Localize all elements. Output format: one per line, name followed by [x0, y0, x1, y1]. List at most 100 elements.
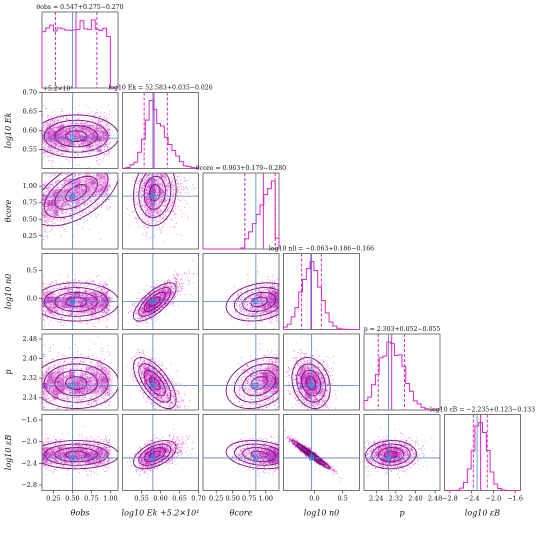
sample-point [99, 190, 101, 192]
density-cell [90, 189, 97, 195]
sample-point [87, 132, 89, 134]
sample-point [69, 190, 71, 192]
sample-point [60, 227, 62, 229]
sample-point [77, 112, 79, 114]
sample-point [42, 105, 45, 107]
sample-point [85, 123, 87, 125]
sample-point [140, 188, 142, 190]
sample-point [63, 202, 65, 204]
sample-point [162, 176, 164, 178]
sample-point [161, 153, 162, 154]
panel-frame [122, 172, 199, 250]
sample-point [107, 161, 108, 162]
sample-point [99, 180, 101, 182]
sample-point [61, 145, 63, 147]
sample-point [55, 170, 56, 171]
sample-point [159, 231, 162, 233]
sample-point [159, 215, 162, 217]
sample-point [159, 161, 160, 162]
sample-point [53, 233, 55, 236]
sample-point [102, 175, 104, 177]
sample-point [97, 112, 99, 114]
sample-point [65, 316, 67, 318]
sample-point [46, 209, 48, 211]
sample-point [96, 129, 98, 131]
sample-point [50, 141, 52, 143]
sample-point [171, 185, 173, 187]
sample-point [142, 233, 144, 235]
sample-point [152, 169, 153, 170]
sample-point [88, 179, 90, 181]
sample-point [102, 193, 104, 195]
sample-point [176, 190, 178, 192]
sample-point [45, 121, 47, 123]
sample-point [87, 171, 88, 172]
sample-point [48, 150, 50, 152]
density-cell [144, 205, 150, 212]
sample-point [66, 159, 68, 161]
sample-point [163, 167, 164, 168]
density-cell [144, 173, 150, 179]
sample-point [81, 184, 83, 186]
sample-point [100, 143, 102, 145]
sample-point [96, 109, 98, 111]
sample-point [93, 126, 95, 129]
sample-point [90, 118, 92, 121]
sample-point [74, 172, 75, 173]
sample-point [103, 167, 104, 168]
sample-point [82, 141, 84, 143]
density-cell [96, 173, 102, 179]
sample-point [77, 173, 79, 175]
sample-point [180, 182, 182, 185]
sample-point [65, 188, 67, 190]
sample-point [47, 133, 49, 135]
sample-point [70, 164, 71, 165]
sample-point [95, 204, 97, 206]
sample-point [66, 174, 68, 176]
sample-point [56, 144, 58, 146]
sample-point [49, 197, 51, 199]
sample-point [86, 130, 88, 132]
sample-point [52, 189, 54, 192]
sample-point [42, 127, 44, 129]
sample-point [83, 134, 85, 136]
sample-point [97, 119, 99, 121]
sample-point [161, 196, 163, 198]
sample-point [61, 316, 63, 318]
sample-point [102, 166, 103, 167]
sample-point [176, 162, 177, 163]
sample-point [61, 191, 63, 193]
sample-point [84, 179, 86, 182]
sample-point [180, 209, 182, 211]
sample-point [44, 181, 46, 184]
sample-point [65, 127, 67, 129]
sample-point [148, 210, 150, 212]
sample-point [76, 179, 78, 181]
sample-point [165, 186, 167, 188]
sample-point [51, 184, 54, 186]
sample-point [88, 152, 90, 154]
contour-2 [143, 175, 166, 210]
sample-point [66, 139, 68, 141]
density-cell [80, 135, 86, 142]
sample-point [143, 202, 145, 204]
sample-point [103, 170, 104, 171]
sample-point [177, 154, 178, 155]
sample-point [130, 194, 132, 196]
sample-point [51, 281, 53, 283]
sample-point [79, 180, 81, 182]
sample-point [61, 108, 63, 110]
sample-point [72, 202, 74, 204]
sample-point [60, 125, 62, 127]
sample-point [102, 130, 104, 132]
sample-point [149, 209, 151, 211]
sample-point [66, 140, 68, 142]
sample-point [181, 212, 183, 215]
sample-point [98, 132, 100, 134]
sample-point [64, 149, 66, 151]
sample-point [165, 179, 167, 181]
sample-point [153, 178, 155, 180]
sample-point [106, 178, 108, 180]
sample-point [109, 306, 111, 308]
sample-point [83, 203, 85, 205]
